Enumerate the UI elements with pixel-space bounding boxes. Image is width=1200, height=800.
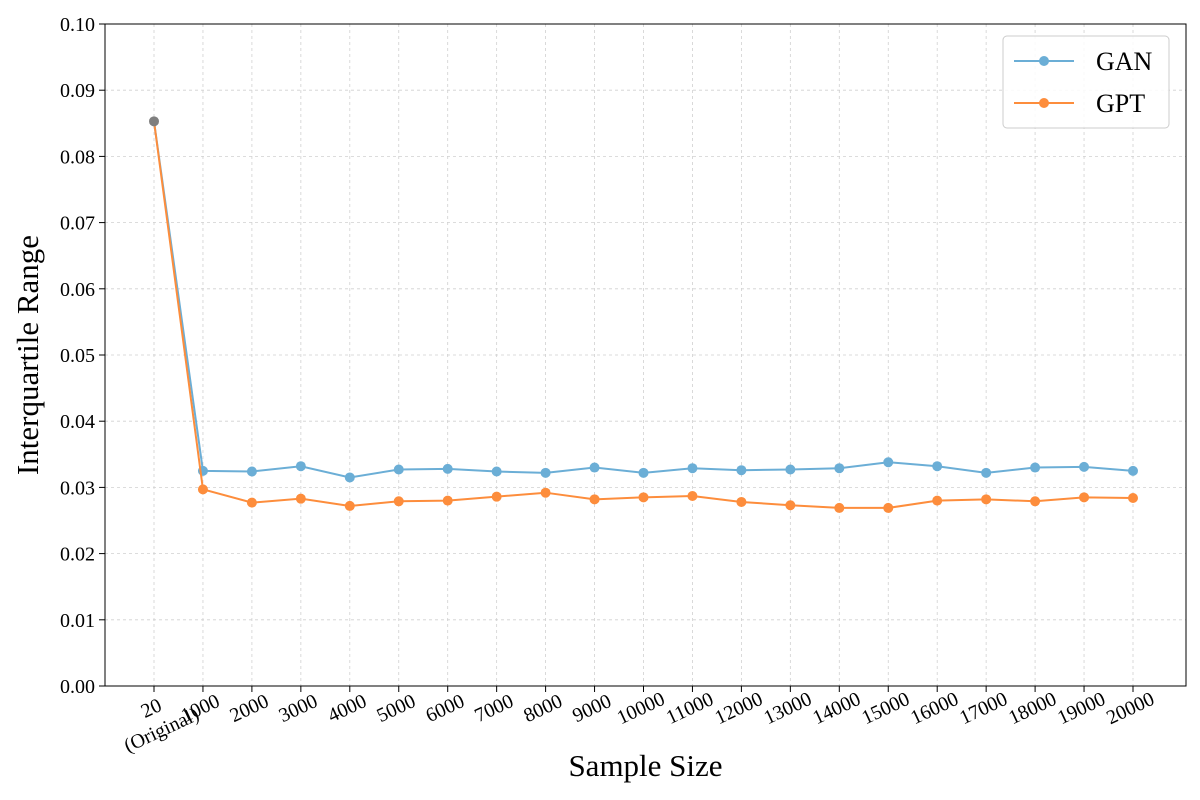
x-tick-label: 4000 xyxy=(324,690,370,727)
x-tick-label: 19000 xyxy=(1054,688,1109,729)
data-point-gpt xyxy=(981,494,992,505)
x-tick-label: 2000 xyxy=(227,690,273,727)
x-tick-label: 6000 xyxy=(422,690,468,727)
data-point-gan xyxy=(981,467,992,478)
data-point-gpt xyxy=(1128,492,1138,503)
x-tick-label: 8000 xyxy=(520,690,566,727)
x-tick-label: 17000 xyxy=(956,688,1011,729)
data-point-gan xyxy=(1030,462,1041,473)
plot-frame xyxy=(104,23,1187,687)
data-point-gan xyxy=(785,464,796,475)
data-point-gpt xyxy=(491,491,502,502)
y-tick-label: 0.02 xyxy=(60,544,95,566)
data-point-gpt xyxy=(638,492,649,503)
y-tick-label: 0.05 xyxy=(60,345,95,367)
legend-marker-gpt xyxy=(1039,98,1049,108)
y-axis-ticks: 0.00 0.01 0.02 0.03 0.04 0.05 0.06 0.07 0.08 0.09… xyxy=(60,14,105,698)
data-point-gan xyxy=(1079,461,1090,472)
x-tick-label: 14000 xyxy=(809,688,864,729)
data-point-gan xyxy=(344,472,355,483)
x-tick-label: 10000 xyxy=(614,688,669,729)
data-point-gpt xyxy=(1030,496,1041,507)
y-tick-label: 0.00 xyxy=(60,676,95,698)
y-tick-label: 0.06 xyxy=(60,279,95,301)
y-tick-label: 0.10 xyxy=(60,14,95,36)
data-point-gpt xyxy=(246,497,257,508)
y-tick-label: 0.08 xyxy=(60,146,95,168)
data-point-gan xyxy=(687,463,698,474)
data-point-gan xyxy=(246,466,257,477)
x-tick-label: 11000 xyxy=(663,688,717,729)
data-point-gpt xyxy=(393,496,404,507)
data-point-gpt xyxy=(442,495,453,506)
legend-label-gpt: GPT xyxy=(1096,89,1145,118)
y-tick-label: 0.03 xyxy=(60,477,95,499)
data-point-gpt xyxy=(344,500,355,511)
y-tick-label: 0.01 xyxy=(60,610,95,632)
data-point-gpt xyxy=(932,495,943,506)
data-point-gpt xyxy=(687,491,698,502)
x-axis-title: Sample Size xyxy=(568,748,722,783)
x-tick-label: 13000 xyxy=(761,688,816,729)
x-tick-label: 5000 xyxy=(373,690,419,727)
data-point-gpt xyxy=(540,487,551,498)
data-point-gan xyxy=(1128,465,1138,476)
data-point-gpt xyxy=(736,496,747,507)
legend-label-gan: GAN xyxy=(1096,47,1153,76)
data-point-gpt xyxy=(197,484,208,495)
data-point-gan xyxy=(442,463,453,474)
data-point-gan xyxy=(638,467,649,478)
x-tick-label: 16000 xyxy=(907,688,962,729)
data-point-gan xyxy=(393,464,404,475)
data-point-gan xyxy=(883,457,894,468)
data-point-gan xyxy=(295,461,306,472)
data-point-original xyxy=(149,116,159,127)
data-point-gan xyxy=(736,465,747,476)
data-point-gpt xyxy=(1079,492,1090,503)
data-point-gan xyxy=(491,466,502,477)
x-tick-label: 7000 xyxy=(471,690,517,727)
data-point-gpt xyxy=(785,500,796,511)
x-tick-label: 3000 xyxy=(276,690,322,727)
y-axis-title: Interquartile Range xyxy=(10,235,45,475)
data-point-gan xyxy=(932,461,943,472)
data-point-gpt xyxy=(883,502,894,513)
y-tick-label: 0.09 xyxy=(60,80,95,102)
data-point-gan xyxy=(589,462,600,473)
legend: GAN GPT xyxy=(1002,35,1170,129)
x-tick-label: 12000 xyxy=(712,688,767,729)
data-point-gan xyxy=(834,463,845,474)
x-tick-label: 9000 xyxy=(569,690,615,727)
legend-marker-gan xyxy=(1039,56,1049,66)
data-point-gpt xyxy=(295,493,306,504)
x-tick-label: 20000 xyxy=(1103,688,1158,729)
x-tick-label: 18000 xyxy=(1005,688,1060,729)
x-axis-ticks: 20(Original)1000 2000 3000 4000 5000 6000 7000… xyxy=(121,686,1158,757)
x-tick-label: 15000 xyxy=(858,688,913,729)
y-tick-label: 0.07 xyxy=(60,213,95,235)
y-tick-label: 0.04 xyxy=(60,411,95,433)
data-point-gpt xyxy=(589,494,600,505)
data-point-gan xyxy=(540,467,551,478)
series-lines xyxy=(149,116,1138,513)
data-point-gpt xyxy=(834,502,845,513)
